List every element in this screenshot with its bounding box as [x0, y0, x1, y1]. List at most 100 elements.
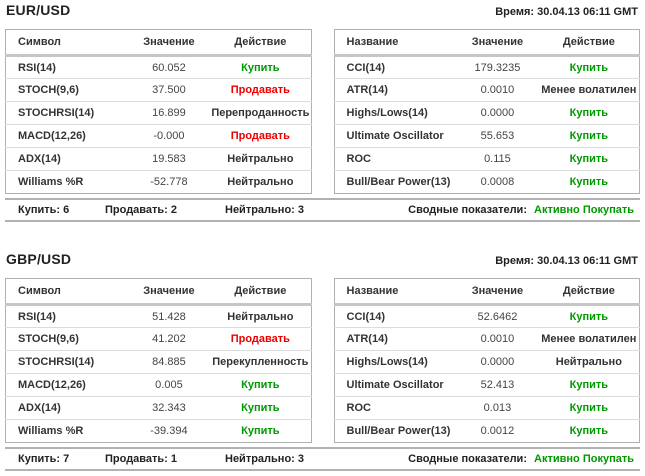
indicator-value: 0.115 [456, 147, 539, 171]
indicator-action: Продавать [210, 78, 311, 102]
summary-neutral-count: Нейтрально: 3 [225, 204, 304, 216]
pair-title: EUR/USD [6, 2, 71, 18]
indicator-value: 0.0012 [456, 419, 539, 443]
table-header: Символ Значение Действие [5, 278, 311, 306]
indicator-action: Нейтрально [210, 147, 311, 171]
tables-row: Символ Значение Действие RSI(14) 51.428 Не… [5, 278, 640, 443]
header-row: Символ Значение Действие [5, 278, 311, 306]
indicator-action: Нейтрально [210, 170, 311, 194]
summary-overall: Сводные показатели: Активно Покупать [408, 204, 640, 216]
col-header-action: Действие [210, 278, 311, 306]
table-row: ROC 0.013 Купить [334, 396, 640, 420]
table-row: Highs/Lows(14) 0.0000 Купить [334, 101, 640, 125]
header-row: Символ Значение Действие [5, 29, 311, 57]
indicator-value: 41.202 [127, 327, 211, 351]
indicator-value: 84.885 [127, 350, 211, 374]
col-header-value: Значение [127, 29, 211, 57]
indicator-name: ADX(14) [5, 396, 128, 420]
table-body: CCI(14) 52.6462 Купить ATR(14) 0.0010 Менее в… [334, 305, 640, 443]
col-header-name: Название [334, 278, 457, 306]
table-row: STOCHRSI(14) 84.885 Перекупленность [5, 350, 311, 374]
indicator-value: 16.899 [127, 101, 211, 125]
summary-overall-value: Активно Покупать [534, 453, 634, 465]
indicator-value: 55.653 [456, 124, 539, 148]
indicator-name: RSI(14) [18, 61, 56, 74]
indicator-name: CCI(14) [346, 61, 386, 74]
table-row: ATR(14) 0.0010 Менее волатилен [334, 327, 640, 351]
indicator-value: 0.005 [127, 373, 211, 397]
table-row: ATR(14) 0.0010 Менее волатилен [334, 78, 640, 102]
col-header-symbol: Символ [5, 278, 128, 306]
header-row: Название Значение Действие [334, 29, 640, 57]
oscillators-table: Символ Значение Действие RSI(14) 60.052 Ку… [5, 29, 312, 194]
indicator-name: Highs/Lows(14) [334, 101, 457, 125]
table-row: MACD(12,26) -0.000 Продавать [5, 124, 311, 148]
indicator-value: 32.343 [127, 396, 211, 420]
table-row: Williams %R -39.394 Купить [5, 419, 311, 443]
col-header-action: Действие [538, 29, 640, 57]
indicator-value: -0.000 [127, 124, 211, 148]
summary-overall: Сводные показатели: Активно Покупать [408, 453, 640, 465]
header-row: Название Значение Действие [334, 278, 640, 306]
indicator-name: RSI(14) [18, 310, 56, 323]
indicator-value: 0.013 [456, 396, 539, 420]
section-header: EUR/USD Время: 30.04.13 06:11 GMT [5, 2, 640, 20]
indicator-name: STOCH(9,6) [5, 327, 128, 351]
summary-buy-count: Купить: 7 [18, 453, 70, 465]
indicator-value: 52.6462 [477, 310, 518, 323]
indicator-name: MACD(12,26) [5, 124, 128, 148]
table-row: Highs/Lows(14) 0.0000 Нейтрально [334, 350, 640, 374]
indicator-name: Bull/Bear Power(13) [334, 170, 457, 194]
table-row: STOCH(9,6) 37.500 Продавать [5, 78, 311, 102]
indicator-action: Менее волатилен [538, 327, 640, 351]
table-row: MACD(12,26) 0.005 Купить [5, 373, 311, 397]
summary-sell-count: Продавать: 2 [105, 204, 178, 216]
indicator-action: Купить [569, 310, 609, 323]
indicator-action: Купить [538, 373, 640, 397]
indicator-value: 19.583 [127, 147, 211, 171]
table-row: STOCHRSI(14) 16.899 Перепроданность [5, 101, 311, 125]
indicator-name: ATR(14) [334, 78, 457, 102]
indicators-table: Название Значение Действие CCI(14) 179.32… [333, 29, 640, 194]
table-header: Символ Значение Действие [5, 29, 311, 57]
indicator-value: -52.778 [127, 170, 211, 194]
indicator-name: STOCHRSI(14) [5, 350, 128, 374]
indicator-action: Купить [538, 170, 640, 194]
indicator-action: Купить [538, 147, 640, 171]
indicator-value: 179.3235 [474, 61, 521, 74]
indicator-action: Купить [569, 61, 609, 74]
indicator-name: Bull/Bear Power(13) [334, 419, 457, 443]
indicator-action: Перекупленность [210, 350, 311, 374]
indicator-action: Менее волатилен [538, 78, 640, 102]
summary-neutral-count: Нейтрально: 3 [225, 453, 304, 465]
indicator-action: Нейтрально [227, 310, 294, 323]
oscillators-table: Символ Значение Действие RSI(14) 51.428 Не… [5, 278, 312, 443]
col-header-action: Действие [538, 278, 640, 306]
table-row: Ultimate Oscillator 55.653 Купить [334, 124, 640, 148]
tables-row: Символ Значение Действие RSI(14) 60.052 Ку… [5, 29, 640, 194]
indicator-name: Highs/Lows(14) [334, 350, 457, 374]
col-header-action: Действие [210, 29, 311, 57]
indicator-name: Ultimate Oscillator [334, 373, 457, 397]
col-header-value: Значение [456, 278, 539, 306]
indicator-action: Продавать [210, 124, 311, 148]
col-header-value: Значение [456, 29, 539, 57]
indicator-value: 52.413 [456, 373, 539, 397]
indicator-action: Купить [210, 419, 311, 443]
col-header-name: Название [334, 29, 457, 57]
pair-section-eurusd: EUR/USD Время: 30.04.13 06:11 GMT Символ… [5, 2, 640, 222]
indicator-action: Перепроданность [210, 101, 311, 125]
indicator-name: Williams %R [5, 170, 128, 194]
summary-bar: Купить: 6 Продавать: 2 Нейтрально: 3 Сво… [5, 198, 640, 222]
summary-buy-count: Купить: 6 [18, 204, 70, 216]
col-header-symbol: Символ [5, 29, 128, 57]
table-row: ADX(14) 19.583 Нейтрально [5, 147, 311, 171]
table-row: Bull/Bear Power(13) 0.0008 Купить [334, 170, 640, 194]
col-header-value: Значение [127, 278, 211, 306]
table-row: CCI(14) 179.3235 Купить [334, 56, 640, 79]
indicator-action: Купить [210, 373, 311, 397]
summary-overall-label: Сводные показатели: [408, 453, 527, 465]
indicator-value: 0.0000 [456, 350, 539, 374]
indicator-value: 0.0008 [456, 170, 539, 194]
table-row: Bull/Bear Power(13) 0.0012 Купить [334, 419, 640, 443]
